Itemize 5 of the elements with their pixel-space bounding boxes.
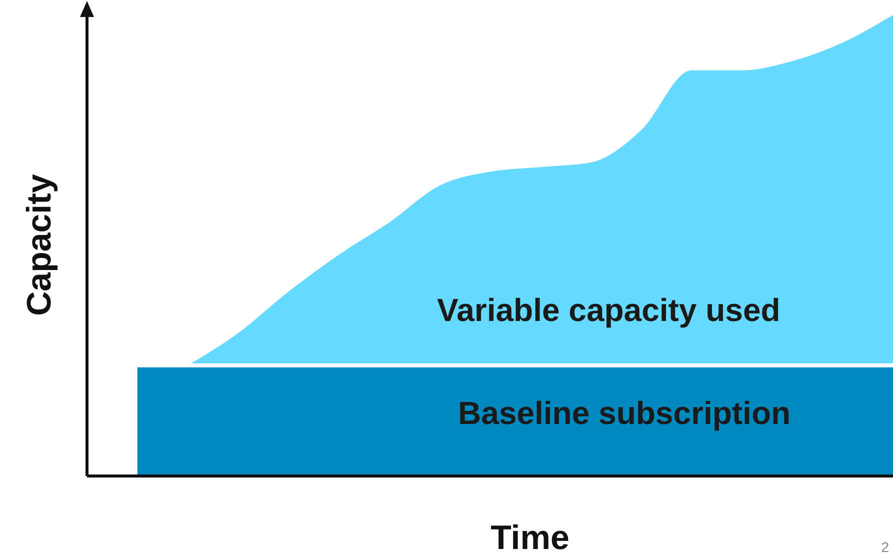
series-label: Variable capacity used xyxy=(437,292,780,329)
series-label: Baseline subscription xyxy=(458,395,791,432)
y-axis-title: Capacity xyxy=(20,174,60,316)
text: 2 xyxy=(881,539,889,555)
x-axis-title: Time xyxy=(490,519,570,557)
